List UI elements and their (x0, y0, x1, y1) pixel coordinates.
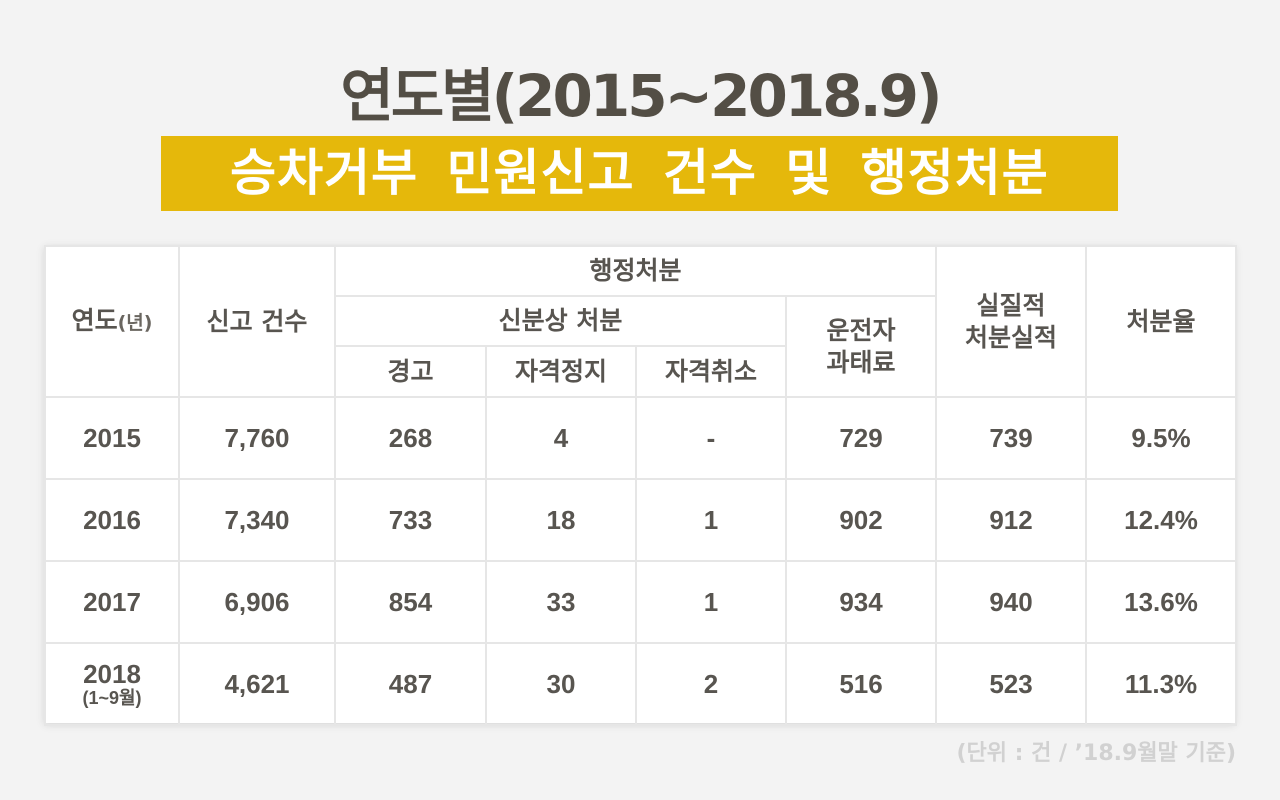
cell-year: 2017 (44, 560, 180, 644)
cell-rate: 9.5% (1085, 396, 1238, 480)
header-rate: 처분율 (1085, 245, 1238, 398)
cell-revocation: - (635, 396, 787, 480)
header-revocation: 자격취소 (635, 345, 787, 398)
cell-warning: 854 (334, 560, 487, 644)
cell-warning: 487 (334, 642, 487, 726)
header-reports: 신고 건수 (178, 245, 336, 398)
cell-year: 2018 (1~9월) (44, 642, 180, 726)
cell-year-value: 2018 (83, 659, 141, 689)
header-warning: 경고 (334, 345, 487, 398)
cell-year: 2016 (44, 478, 180, 562)
cell-warning: 733 (334, 478, 487, 562)
cell-year-sub: (1~9월) (82, 688, 142, 708)
table-row: 2015 7,760 268 4 - 729 739 9.5% (44, 396, 1238, 480)
header-actual-l1: 실질적 (976, 290, 1046, 320)
subtitle-banner: 승차거부 민원신고 건수 및 행정처분 (161, 136, 1118, 211)
cell-fine: 902 (784, 478, 938, 562)
cell-reports: 6,906 (178, 560, 336, 644)
cell-fine: 729 (784, 396, 938, 480)
cell-actual: 739 (935, 396, 1088, 480)
cell-actual: 912 (935, 478, 1088, 562)
cell-actual: 940 (935, 560, 1088, 644)
cell-revocation: 2 (635, 642, 787, 726)
cell-reports: 7,760 (178, 396, 336, 480)
unit-footnote: (단위 : 건 / ’18.9월말 기준) (956, 741, 1236, 766)
cell-reports: 4,621 (178, 642, 336, 726)
header-suspension: 자격정지 (485, 345, 637, 398)
cell-actual: 523 (935, 642, 1088, 726)
header-admin-action: 행정처분 (333, 245, 938, 297)
cell-suspension: 33 (485, 560, 637, 644)
header-year-label: 연도 (71, 305, 118, 335)
table-row: 2017 6,906 854 33 1 934 940 13.6% (44, 560, 1238, 644)
cell-year: 2015 (44, 396, 180, 480)
header-fine-l1: 운전자 (826, 315, 896, 345)
header-status-action: 신분상 처분 (334, 295, 787, 347)
header-year: 연도(년) (44, 245, 180, 398)
header-fine-l2: 과태료 (826, 347, 896, 377)
page-subtitle: 승차거부 민원신고 건수 및 행정처분 (230, 144, 1049, 202)
table-row: 2018 (1~9월) 4,621 487 30 2 516 523 11.3% (44, 642, 1238, 726)
data-table: 연도(년) 신고 건수 행정처분 실질적 처분실적 처분율 신분상 처분 운전자 과… (44, 245, 1238, 726)
header-actual-l2: 처분실적 (965, 322, 1058, 352)
header-actual: 실질적 처분실적 (935, 245, 1088, 398)
cell-suspension: 30 (485, 642, 637, 726)
cell-fine: 516 (784, 642, 938, 726)
cell-rate: 13.6% (1085, 560, 1238, 644)
cell-suspension: 18 (485, 478, 637, 562)
cell-suspension: 4 (485, 396, 637, 480)
page-title: 연도별(2015~2018.9) (340, 62, 943, 130)
cell-rate: 11.3% (1085, 642, 1238, 726)
table-row: 2016 7,340 733 18 1 902 912 12.4% (44, 478, 1238, 562)
cell-reports: 7,340 (178, 478, 336, 562)
cell-revocation: 1 (635, 560, 787, 644)
header-year-unit: (년) (117, 311, 153, 334)
cell-revocation: 1 (635, 478, 787, 562)
cell-rate: 12.4% (1085, 478, 1238, 562)
cell-fine: 934 (784, 560, 938, 644)
data-table-container: 연도(년) 신고 건수 행정처분 실질적 처분실적 처분율 신분상 처분 운전자 과… (44, 245, 1238, 726)
cell-warning: 268 (334, 396, 487, 480)
header-driver-fine: 운전자 과태료 (784, 295, 938, 398)
